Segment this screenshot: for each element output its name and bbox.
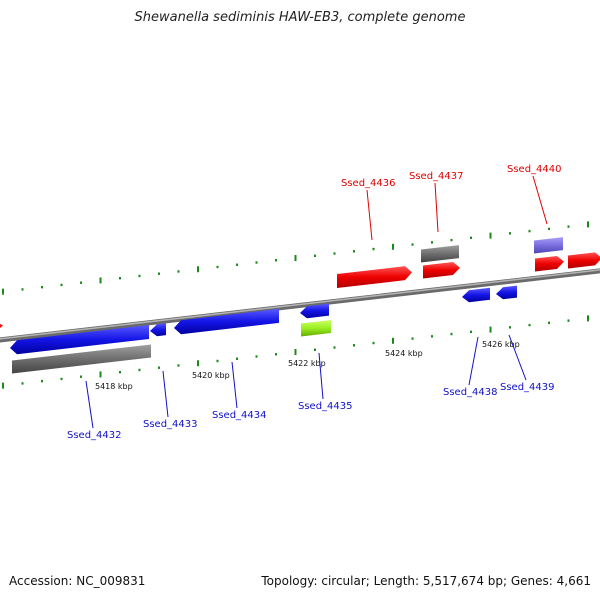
kbp-label: 5426 kbp [482,340,520,349]
tick-marks [2,221,589,389]
leader-line [532,175,548,225]
genome-summary-text: Topology: circular; Length: 5,517,674 bp… [261,574,591,588]
gene-feature-ssed-4435-blue [300,303,329,319]
genome-backbone [0,268,600,343]
gene-label[interactable]: Ssed_4438 [443,387,498,398]
gene-feature-ssed-4439 [496,285,517,300]
gene-feature-forward-left-edge [0,323,3,328]
gene-feature-ssed-4436 [337,266,412,288]
leader-line [231,361,238,409]
leader-line [85,380,94,429]
gene-feature-ssed-4437-gray [421,245,459,263]
gene-label[interactable]: Ssed_4434 [212,410,267,421]
gene-label[interactable]: Ssed_4440 [507,164,562,175]
gene-feature-ssed-4432-gray [12,344,151,374]
gene-feature-ssed-4437 [423,262,460,279]
accession-text: Accession: NC_009831 [9,574,146,588]
gene-feature-ssed-4434 [174,308,279,335]
leader-line [508,334,527,381]
map-title: Shewanella sediminis HAW-EB3, complete g… [134,10,466,25]
gene-label[interactable]: Ssed_4433 [143,419,198,430]
leader-line [434,182,439,233]
gene-label[interactable]: Ssed_4439 [500,382,555,393]
gene-label[interactable]: Ssed_4432 [67,430,122,441]
leader-line [468,336,479,386]
gene-feature-ssed-4440 [534,237,563,254]
gene-label[interactable]: Ssed_4435 [298,401,353,412]
gene-label[interactable]: Ssed_4437 [409,171,464,182]
gene-feature-ssed-4432 [10,325,149,355]
backbone-highlight [0,269,600,340]
leader-line [366,189,373,241]
gene-feature-ssed-4438 [462,287,490,303]
gene-feature-ssed-4435 [301,320,331,337]
gene-features [0,237,600,374]
gene-feature-ssed-4433 [150,323,166,337]
gene-label[interactable]: Ssed_4436 [341,178,396,189]
leader-line [318,352,324,400]
kbp-label: 5422 kbp [288,359,326,368]
kbp-label: 5424 kbp [385,349,423,358]
kbp-label: 5420 kbp [192,371,230,380]
gene-feature-forward-red-a [535,255,564,272]
gene-feature-forward-red-b [568,252,600,269]
gene-labels: 5418 kbp 5420 kbp 5422 kbp 5424 kbp 5426 kbp… [67,164,562,441]
leader-line [162,370,169,418]
kbp-label: 5418 kbp [95,382,133,391]
backbone-line [0,268,600,343]
label-leader-lines [85,175,548,429]
